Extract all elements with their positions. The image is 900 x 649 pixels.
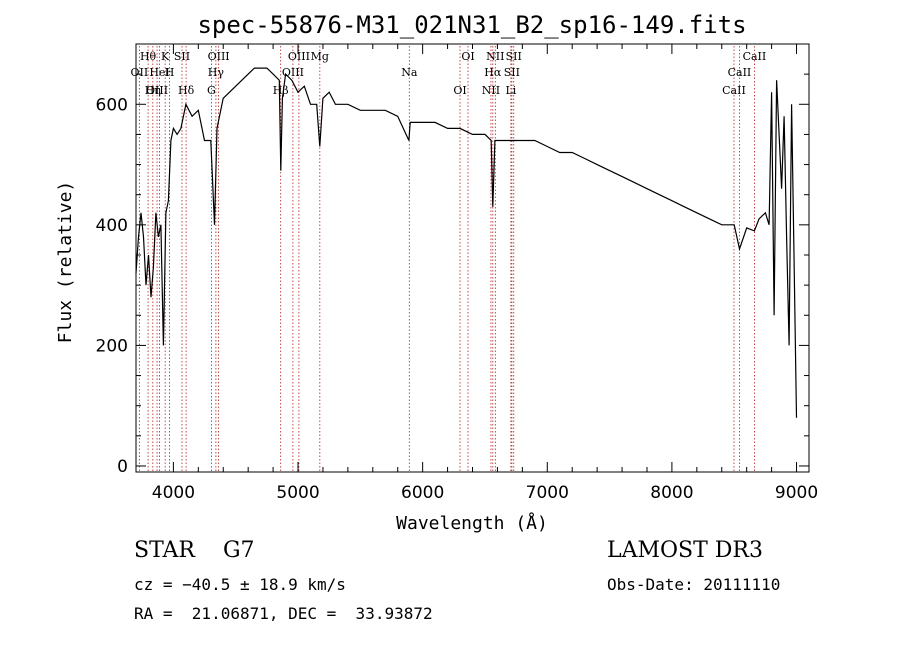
x-tick-label: 4000 xyxy=(152,483,195,503)
spectral-line-label: CaII xyxy=(728,66,752,79)
spectral-line-label: NII xyxy=(486,50,504,63)
spectral-line-label: CaII xyxy=(743,50,767,63)
obs-date-label: Obs-Date: 20111110 xyxy=(607,575,781,594)
spectral-line-label: H xyxy=(165,66,175,79)
survey-label: LAMOST DR3 xyxy=(607,538,763,563)
radec-label: RA = 21.06871, DEC = 33.93872 xyxy=(134,604,433,623)
x-tick-label: 8000 xyxy=(650,483,693,503)
cz-label: cz = −40.5 ± 18.9 km/s xyxy=(134,575,346,594)
spectral-line-label: Hθ xyxy=(140,50,157,63)
y-tick-label: 600 xyxy=(96,95,128,115)
spectral-line-label: OIII xyxy=(288,50,310,63)
spectral-line-label: SII xyxy=(506,50,522,63)
spectral-line-label: Hη xyxy=(145,84,161,97)
y-tick-label: 200 xyxy=(96,336,128,356)
x-axis-label: Wavelength (Å) xyxy=(396,512,548,534)
subclass: G7 xyxy=(222,538,255,563)
spectral-line-label: G xyxy=(207,84,216,97)
spectral-line-label: NII xyxy=(482,84,500,97)
spectral-line-label: HeI xyxy=(149,66,169,79)
y-tick-label: 0 xyxy=(117,457,128,477)
spectral-line-label: OIII xyxy=(146,84,168,97)
spectral-line-label: SII xyxy=(174,50,190,63)
spectral-line-label: CaII xyxy=(722,84,746,97)
classification: STAR xyxy=(134,538,195,563)
spectral-line-label: Hδ xyxy=(178,84,195,97)
y-tick-label: 400 xyxy=(96,216,128,236)
spectral-line-label: Li xyxy=(505,84,516,97)
spectral-line-label: K xyxy=(161,50,170,63)
spectrum-line xyxy=(135,67,798,418)
spectral-line-label: OIII xyxy=(208,50,230,63)
spectral-line-label: Hα xyxy=(484,66,502,79)
spectral-line-label: SII xyxy=(504,66,520,79)
spectral-line-label: OI xyxy=(453,84,466,97)
spectral-line-label: OII xyxy=(131,66,149,79)
x-tick-label: 5000 xyxy=(276,483,319,503)
x-tick-label: 6000 xyxy=(401,483,444,503)
spectral-line-label: Hγ xyxy=(208,66,225,79)
plot-frame xyxy=(135,43,810,473)
spectral-line-label: Mg xyxy=(311,50,329,63)
spectral-line-label: Hβ xyxy=(273,84,289,97)
spectral-line-label: Na xyxy=(401,66,418,79)
x-tick-label: 9000 xyxy=(775,483,818,503)
x-tick-label: 7000 xyxy=(526,483,569,503)
chart-title: spec-55876-M31_021N31_B2_sp16-149.fits xyxy=(197,11,746,39)
classification-label: STAR G7 xyxy=(134,538,255,563)
spectral-line-label: OI xyxy=(461,50,474,63)
y-axis-label: Flux (relative) xyxy=(55,181,76,344)
